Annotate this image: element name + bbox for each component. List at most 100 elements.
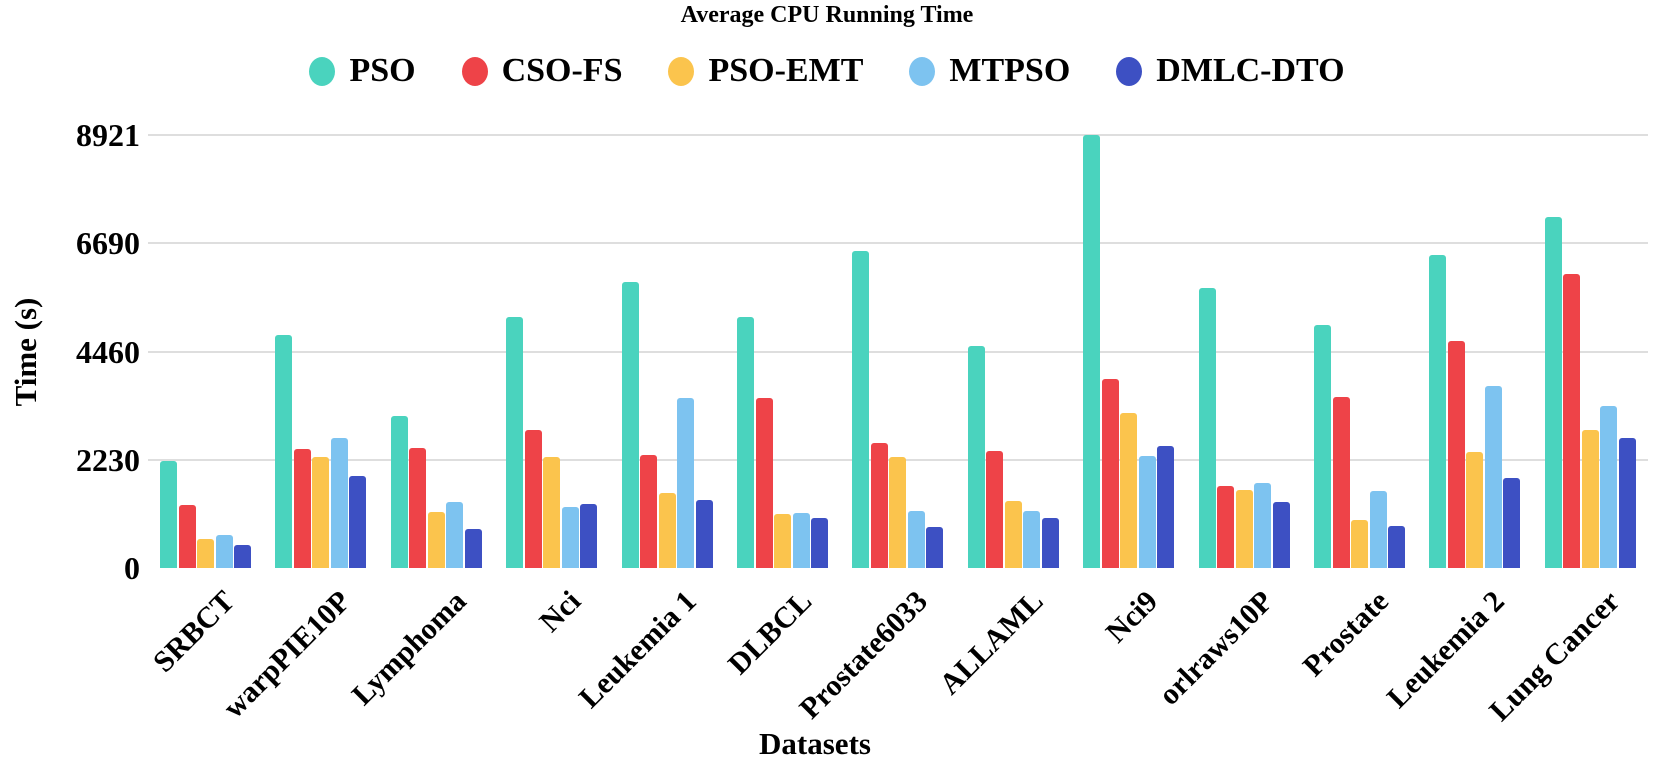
y-tick-label: 0 [124,550,140,586]
bar-pso-emt-prostate [1351,519,1368,568]
bar-cso-fs-warppie10p [293,448,311,568]
bar-mtpso-nci9 [1138,455,1156,568]
bar-pso-lung-cancer [1544,217,1562,568]
bar-cso-fs-orlraws10p [1217,485,1235,568]
x-tick-label-dlbcl: DLBCL [721,584,819,682]
x-tick-label-nci: Nci [533,584,588,639]
bar-pso-emt-lung-cancer [1581,429,1599,568]
bar-dmlc-dto-allaml [1041,518,1059,568]
legend-label: PSO-EMT [708,52,864,89]
bar-pso-orlraws10p [1198,288,1216,568]
legend-marker-circle-icon [309,56,336,86]
bar-pso-srbct [160,461,177,568]
legend-item-pso: PSO [309,52,416,90]
legend-item-dmlc-dto: DMLC-DTO [1116,52,1345,90]
bar-cso-fs-prostate [1332,396,1350,568]
bar-pso-emt-allaml [1004,501,1022,568]
bar-dmlc-dto-srbct [234,544,251,568]
bar-pso-emt-prostate6033 [889,456,907,568]
bar-mtpso-leukemia-1 [677,397,695,568]
x-tick-label-lymphoma: Lymphoma [345,584,473,712]
bar-pso-leukemia-1 [621,281,639,568]
legend-label: PSO [349,52,416,89]
bar-mtpso-dlbcl [792,512,810,568]
bar-mtpso-lymphoma [446,501,464,568]
bar-mtpso-nci [561,506,579,568]
bar-mtpso-allaml [1023,510,1041,568]
bar-cso-fs-allaml [986,450,1004,568]
bar-pso-emt-nci9 [1120,412,1138,568]
bar-dmlc-dto-dlbcl [811,518,828,568]
bar-cso-fs-nci9 [1101,379,1119,568]
x-axis-title: Datasets [759,726,871,761]
gridline-4460 [148,350,1648,353]
bar-cso-fs-prostate6033 [870,442,888,568]
legend-item-mtpso: MTPSO [909,52,1070,90]
gridline-6690 [148,242,1648,245]
bar-pso-emt-warppie10p [312,456,330,568]
bar-mtpso-srbct [215,534,233,568]
bar-mtpso-leukemia-2 [1484,385,1502,568]
legend-label: CSO-FS [501,52,623,89]
bar-pso-lymphoma [390,415,408,568]
bar-cso-fs-srbct [178,504,196,568]
y-tick-label: 6690 [76,225,140,262]
x-tick-label-nci9: Nci9 [1100,584,1165,650]
bar-dmlc-dto-prostate [1388,525,1405,568]
x-tick-label-prostate: Prostate [1297,584,1396,683]
bar-pso-emt-leukemia-1 [658,492,676,568]
gridline-8921 [148,134,1648,136]
legend-marker-circle-icon [461,56,488,86]
bar-cso-fs-lung-cancer [1563,274,1581,568]
legend-marker-circle-icon [909,56,936,86]
bar-pso-warppie10p [275,334,293,568]
bar-dmlc-dto-prostate6033 [926,526,944,568]
chart-title: Average CPU Running Time [680,2,974,28]
bar-pso-emt-orlraws10p [1235,489,1253,568]
x-tick-label-leukemia-1: Leukemia 1 [573,584,704,715]
legend-item-pso-emt: PSO-EMT [668,52,863,90]
bar-cso-fs-leukemia-2 [1447,341,1465,568]
bar-dmlc-dto-nci9 [1157,445,1175,568]
bar-pso-prostate6033 [852,251,870,568]
legend-label: DMLC-DTO [1156,52,1345,89]
bar-pso-nci [506,316,524,568]
bar-cso-fs-dlbcl [755,397,773,568]
legend-label: MTPSO [949,52,1071,89]
bar-pso-emt-leukemia-2 [1466,451,1484,568]
bar-pso-emt-nci [543,456,561,568]
x-tick-label-srbct: SRBCT [147,584,242,679]
bar-dmlc-dto-leukemia-1 [695,500,713,568]
bar-cso-fs-leukemia-1 [640,454,658,568]
bar-pso-prostate [1314,325,1331,568]
bar-pso-allaml [967,345,985,568]
y-tick-label: 2230 [76,441,140,478]
bar-cso-fs-nci [524,429,542,568]
y-tick-label: 8921 [76,117,140,153]
y-tick-label: 4460 [76,333,140,370]
bar-pso-emt-srbct [197,539,214,568]
bar-mtpso-warppie10p [330,438,348,568]
bar-dmlc-dto-lung-cancer [1618,438,1636,568]
bar-mtpso-orlraws10p [1254,482,1272,568]
bar-pso-emt-dlbcl [774,513,791,568]
x-tick-label-orlraws10p: orlraws10P [1153,584,1281,712]
bar-cso-fs-lymphoma [409,447,427,568]
x-tick-label-allaml: ALLAML [932,584,1050,702]
bar-dmlc-dto-lymphoma [464,529,482,568]
legend-item-cso-fs: CSO-FS [461,52,623,90]
legend-marker-circle-icon [1116,56,1143,86]
bar-dmlc-dto-warppie10p [349,475,367,568]
bar-pso-leukemia-2 [1429,255,1447,568]
bar-dmlc-dto-orlraws10p [1272,501,1290,568]
bar-dmlc-dto-leukemia-2 [1503,477,1521,568]
bar-mtpso-lung-cancer [1600,406,1618,568]
bar-pso-dlbcl [737,316,754,568]
bar-mtpso-prostate [1369,490,1387,568]
legend: PSO CSO-FS PSO-EMT MTPSO DMLC-DTO [0,52,1654,90]
bar-pso-emt-lymphoma [427,511,445,568]
legend-marker-circle-icon [668,56,695,86]
bar-mtpso-prostate6033 [907,510,925,568]
bar-dmlc-dto-nci [580,503,598,568]
